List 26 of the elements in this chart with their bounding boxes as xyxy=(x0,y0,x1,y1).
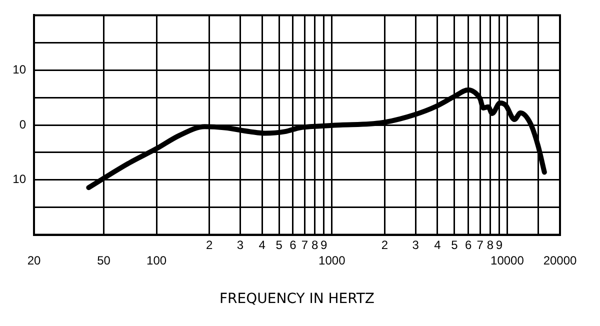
x-tick-label: 50 xyxy=(97,253,111,268)
text: 4 xyxy=(258,238,266,252)
x-tick-label: 20 xyxy=(27,253,41,268)
x-axis-title: FREQUENCY IN HERTZ xyxy=(219,291,375,308)
x-tick-label: 100 xyxy=(146,253,167,268)
text: 3 xyxy=(412,238,420,252)
x-tick-label: 20000 xyxy=(543,253,578,268)
text: 6 xyxy=(290,238,297,252)
y-tick-label: 10 xyxy=(12,62,26,76)
text: 7 xyxy=(476,238,484,252)
text: 2 xyxy=(381,238,388,252)
x-tick-label: 10000 xyxy=(490,253,524,268)
text: 8 xyxy=(312,238,319,252)
y-tick-label: 10 xyxy=(12,172,26,186)
y-tick-label: 0 xyxy=(19,117,26,132)
text: 6 xyxy=(464,238,472,252)
x-tick-label: 1000 xyxy=(318,253,346,268)
text: 2 xyxy=(206,238,213,252)
text: 4 xyxy=(434,238,442,252)
text: 5 xyxy=(451,238,458,252)
text: 7 xyxy=(301,238,308,252)
text: 3 xyxy=(236,238,244,252)
text: 9 xyxy=(496,238,503,252)
text: 5 xyxy=(276,238,283,252)
text: 8 xyxy=(486,238,494,252)
text: 9 xyxy=(320,238,328,252)
